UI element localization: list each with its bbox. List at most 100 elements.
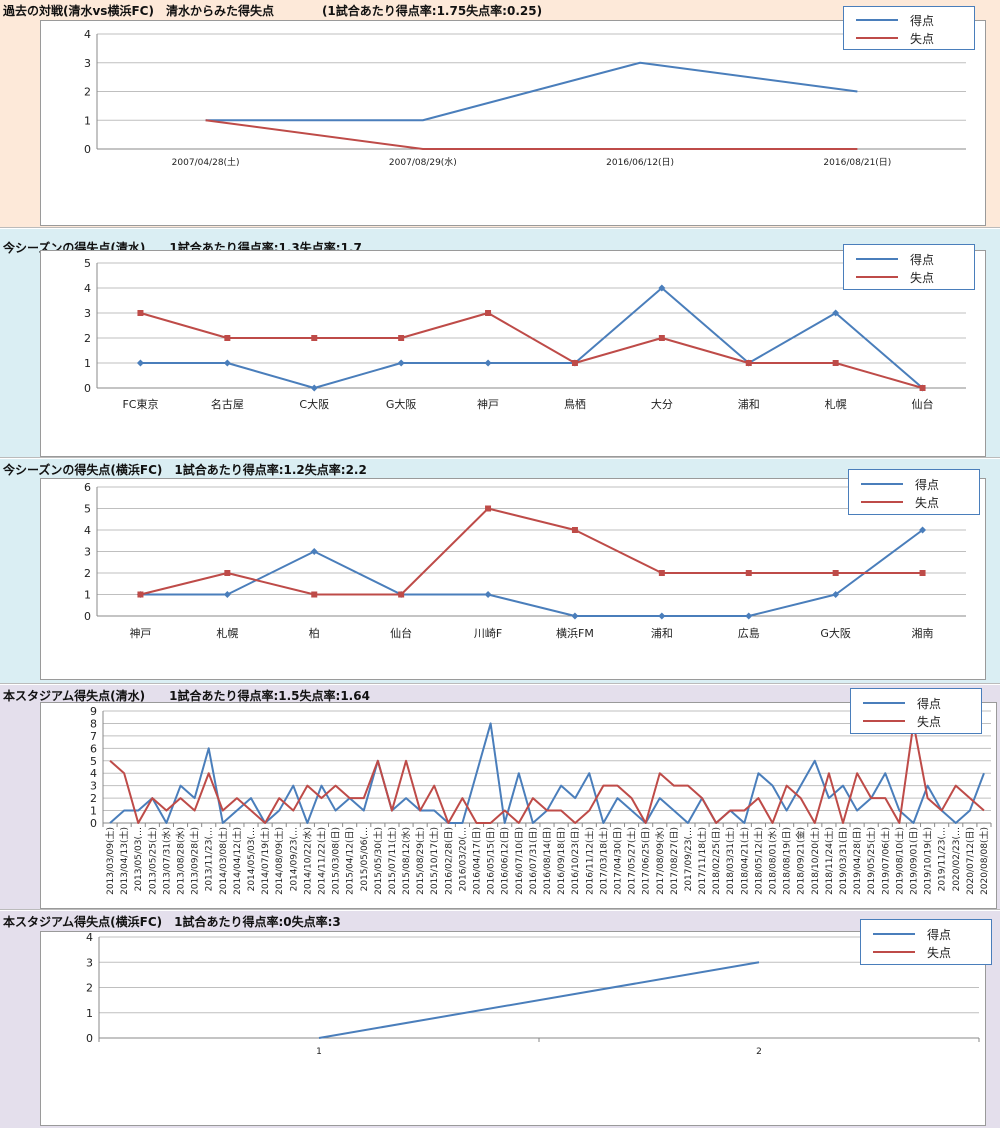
- series-line-conceded: [140, 507, 923, 596]
- x-tick-label: 2016/07/10(日): [514, 827, 525, 895]
- x-tick-label: 2016/08/21(日): [823, 157, 891, 168]
- x-tick-label: 2018/08/19(日): [782, 827, 793, 895]
- y-tick-label: 3: [84, 57, 91, 70]
- x-tick-label: 2019/10/19(土): [922, 827, 934, 895]
- legend-item-scored: 得点: [851, 695, 981, 711]
- legend-item-conceded: 失点: [844, 269, 974, 285]
- plot-area: 0 1 2 3 4 5 6 7 8 9 2013/03/09(土) 2013/04/13(土) 2013…: [40, 702, 997, 909]
- x-tick-label: 2018/10/20(土): [809, 827, 821, 895]
- legend: 得点 失点: [843, 244, 975, 290]
- x-tick-label: 2016/09/18(日): [556, 827, 567, 895]
- y-tick-label: 2: [84, 332, 91, 345]
- x-tick-label: 2017/08/09(水): [654, 827, 666, 895]
- y-tick-label: 1: [86, 1007, 93, 1020]
- x-tick-label: 2013/08/28(水): [175, 827, 187, 895]
- x-tick-label: 2015/08/29(土): [414, 827, 426, 895]
- series-line-conceded: [140, 312, 923, 389]
- plot-area: 0 1 2 3 4 1 2: [40, 931, 986, 1126]
- x-tick-label: 2019/03/31(日): [838, 827, 849, 895]
- legend-item-scored: 得点: [844, 12, 974, 28]
- x-tick-label: 神戸: [129, 626, 151, 640]
- x-tick-label: 大分: [651, 397, 673, 411]
- x-tick-label: 2017/08/27(日): [669, 827, 680, 895]
- x-tick-label: 浦和: [738, 398, 760, 411]
- data-point-conceded: [571, 360, 578, 366]
- data-point-conceded: [745, 360, 752, 366]
- y-tick-label: 1: [84, 589, 91, 602]
- x-tick-label: 広島: [738, 626, 760, 640]
- chart-head-to-head: 0 1 2 3 4 2007/04/28(土) 2007/08/29(水) 2016/06/1…: [84, 28, 966, 168]
- x-tick-label: 2014/04/12(土): [231, 827, 243, 895]
- series-line-scored: [140, 529, 924, 617]
- x-tick-label: 札幌: [825, 397, 847, 411]
- data-point-conceded: [137, 591, 144, 598]
- data-point-conceded: [919, 570, 926, 576]
- x-tick-label: 2013/05/03(…: [134, 827, 144, 891]
- section-head-to-head: 過去の対戦(清水vs横浜FC) 清水からみた得失点 (1試合あたり得点率:1.7…: [0, 0, 1000, 228]
- x-tick-label: 横浜FM: [556, 626, 594, 640]
- x-tick-label: 2015/05/30(土): [372, 827, 384, 895]
- x-tick-label: 2014/09/23(…: [289, 827, 299, 891]
- y-tick-label: 1: [90, 805, 97, 818]
- y-tick-label: 1: [84, 114, 91, 127]
- x-tick-label: 2016/02/28(日): [443, 827, 454, 895]
- x-tick-label: 1: [316, 1047, 322, 1057]
- data-point-conceded: [224, 335, 231, 341]
- legend-item-scored: 得点: [849, 476, 979, 492]
- data-point-scored: [832, 309, 840, 317]
- data-point-conceded: [224, 570, 231, 576]
- x-tick-label: 2017/06/25(日): [641, 827, 652, 895]
- data-point-scored: [658, 284, 666, 292]
- x-tick-label: 2007/08/29(水): [389, 156, 457, 168]
- x-tick-label: 2016/04/17(日): [472, 827, 483, 895]
- data-point-scored: [310, 384, 318, 392]
- legend: 得点 失点: [860, 919, 992, 965]
- x-tick-label: 2016/05/15(日): [486, 827, 497, 895]
- y-tick-label: 0: [84, 382, 91, 395]
- y-tick-label: 5: [90, 755, 97, 768]
- x-tick-label: 2015/03/08(日): [331, 827, 342, 895]
- x-tick-label: 神戸: [477, 397, 499, 411]
- chart-title: 今シーズンの得失点(横浜FC) 1試合あたり得点率:1.2失点率:2.2: [3, 463, 367, 477]
- legend-swatch-conceded: [873, 951, 915, 953]
- data-point-scored: [136, 359, 144, 367]
- x-tick-label: 名古屋: [211, 397, 244, 411]
- data-point-conceded: [398, 591, 405, 598]
- x-tick-label: 2019/09/01(日): [908, 827, 919, 895]
- data-point-scored: [571, 612, 579, 620]
- x-tick-label: 2013/07/31(水): [160, 827, 172, 895]
- y-tick-label: 4: [84, 282, 91, 295]
- x-tick-label: 湘南: [912, 626, 934, 640]
- data-point-scored: [745, 612, 753, 620]
- y-tick-label: 1: [84, 357, 91, 370]
- x-tick-label: 2014/05/03(…: [247, 827, 257, 891]
- legend-label-scored: 得点: [915, 478, 940, 492]
- legend-label-conceded: 失点: [927, 946, 952, 960]
- series-line-scored: [140, 287, 924, 389]
- legend-item-conceded: 失点: [851, 713, 981, 729]
- y-tick-label: 5: [84, 503, 91, 516]
- x-tick-label: 2013/05/25(土): [146, 827, 158, 895]
- x-tick-label: 2013/04/13(土): [118, 827, 130, 895]
- x-tick-label: 2019/04/28(日): [852, 827, 863, 895]
- legend-label-scored: 得点: [917, 697, 942, 711]
- data-point-scored: [832, 591, 840, 598]
- data-point-scored: [397, 359, 405, 367]
- x-tick-label: 2016/08/14(日): [542, 827, 553, 895]
- x-tick-label: 2018/11/24(土): [823, 827, 835, 895]
- legend-swatch-scored: [856, 258, 898, 260]
- legend-item-conceded: 失点: [844, 30, 974, 46]
- x-tick-label: 2018/05/12(土): [752, 827, 764, 895]
- x-tick-label: G大阪: [820, 626, 851, 640]
- x-tick-label: 2014/11/22(土): [315, 827, 327, 895]
- data-point-conceded: [832, 570, 839, 576]
- chart-title: 本スタジアム得失点(清水) 1試合あたり得点率:1.5失点率:1.64: [3, 689, 370, 703]
- x-tick-label: 2017/03/18(土): [597, 827, 609, 895]
- legend-swatch-conceded: [856, 37, 898, 39]
- legend-label-scored: 得点: [910, 14, 935, 28]
- y-tick-label: 0: [84, 610, 91, 623]
- x-tick-label: 2007/04/28(土): [172, 156, 240, 168]
